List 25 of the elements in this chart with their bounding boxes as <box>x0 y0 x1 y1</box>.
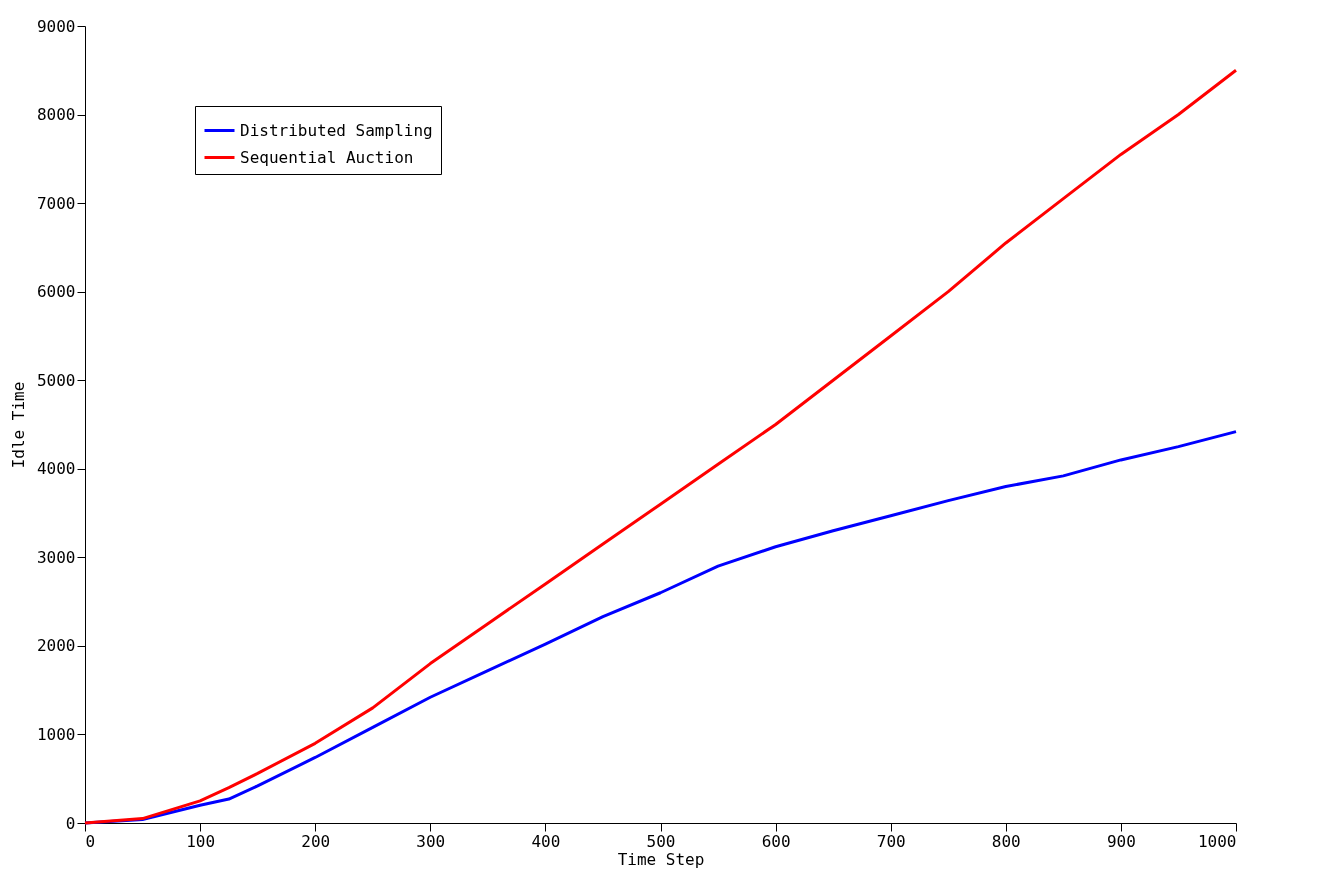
x-axis-title: Time Step <box>617 849 705 869</box>
legend-label: Sequential Auction <box>240 147 414 167</box>
x-tick-label: 1000 <box>1197 831 1237 851</box>
x-tick-label: 300 <box>416 831 446 851</box>
y-tick-label: 0 <box>65 813 76 833</box>
x-tick-label: 500 <box>646 831 676 851</box>
y-tick-label: 1000 <box>36 724 76 744</box>
y-tick-label: 5000 <box>36 370 76 390</box>
y-tick-label: 8000 <box>36 105 76 125</box>
x-tick-label: 600 <box>761 831 791 851</box>
y-axis-title: Idle Time <box>8 381 28 469</box>
y-tick-label: 6000 <box>36 282 76 302</box>
x-tick-label: 100 <box>186 831 216 851</box>
y-tick-label: 7000 <box>36 193 76 213</box>
y-tick-label: 3000 <box>36 547 76 567</box>
legend-label: Distributed Sampling <box>240 120 433 140</box>
x-tick-label: 700 <box>876 831 906 851</box>
y-tick-label: 2000 <box>36 636 76 656</box>
y-tick-label: 4000 <box>36 459 76 479</box>
x-tick-label: 900 <box>1106 831 1136 851</box>
y-tick-label: 9000 <box>36 16 76 36</box>
x-tick-label: 400 <box>531 831 561 851</box>
x-tick-label: 200 <box>301 831 331 851</box>
x-tick-label: 800 <box>991 831 1021 851</box>
x-tick-label: 0 <box>85 831 96 851</box>
